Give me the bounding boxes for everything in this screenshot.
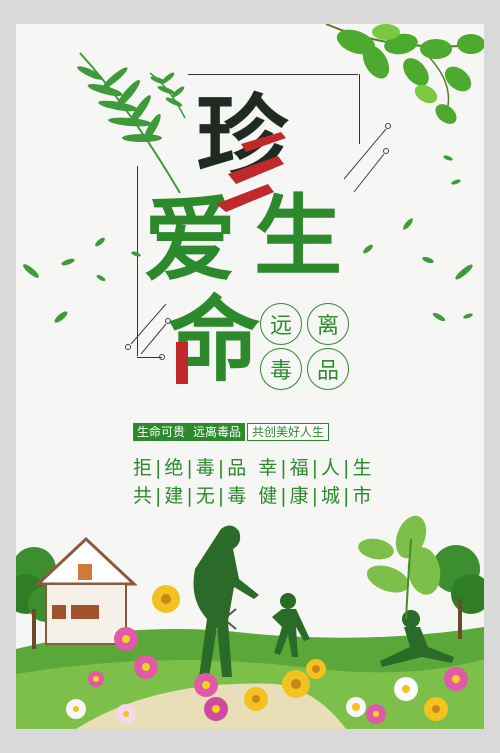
slogan-line-1: 拒|绝|毒|品 幸|福|人|生: [133, 457, 375, 479]
circle-char-yuan: 远: [260, 303, 302, 345]
banner-mid: 远离毒品: [189, 423, 246, 441]
circle-char-li: 离: [307, 303, 349, 345]
circle-char-pin: 品: [307, 348, 349, 390]
circle-char-du: 毒: [260, 348, 302, 390]
frame-right-line: [359, 74, 360, 144]
diagonal-lines: [125, 123, 391, 360]
scattered-leaves-icon: [23, 155, 473, 323]
banner-left: 生命可贵: [133, 423, 190, 441]
branch-leaves-icon: [325, 24, 484, 124]
red-accent-strokes: [176, 132, 286, 384]
frame-left-line: [137, 166, 138, 356]
frame-top-line: [188, 74, 358, 75]
banner-right: 共创美好人生: [247, 423, 330, 441]
frame-bottom-line: [137, 357, 162, 358]
tagline-banner: 生命可贵 远离毒品 共创美好人生: [133, 423, 330, 441]
poster: 珍 爱 生 命 远 离 毒 品 生命可贵 远离毒品 共创美好人生 拒|绝|毒|品…: [16, 24, 484, 729]
title-char-sheng: 生: [254, 184, 343, 288]
spring-scene-illustration: [16, 515, 484, 729]
slogan-line-2: 共|建|无|毒 健|康|城|市: [133, 485, 375, 507]
title-char-ai: 爱: [144, 186, 237, 294]
fern-leaf-icon: [77, 52, 186, 194]
